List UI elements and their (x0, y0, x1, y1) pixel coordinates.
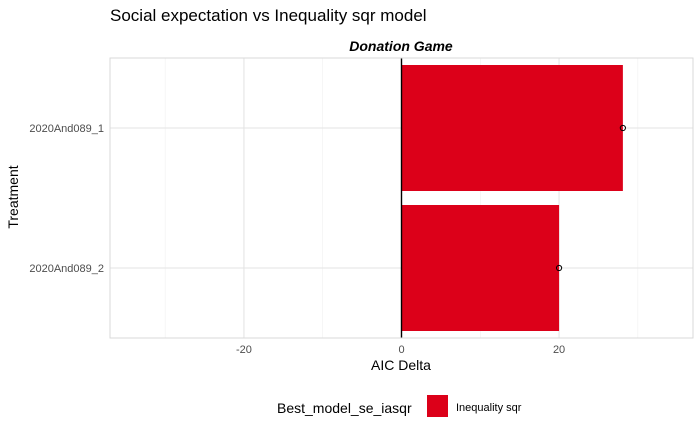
y-tick-label: 2020And089_2 (29, 263, 104, 275)
legend-title: Best_model_se_iasqr (277, 400, 412, 416)
legend-key-swatch (427, 395, 448, 417)
facet-label: Donation Game (349, 38, 453, 54)
x-tick-label: 0 (398, 344, 404, 356)
data-point (555, 264, 563, 272)
y-axis-label: Treatment (5, 165, 21, 228)
x-axis: -20 0 20 (236, 344, 565, 356)
y-axis: 2020And089_1 2020And089_2 (29, 123, 104, 275)
x-axis-label: AIC Delta (371, 357, 431, 373)
legend-entries: Inequality sqr (427, 395, 522, 417)
x-tick-label: 20 (553, 344, 565, 356)
bar (401, 65, 623, 191)
y-tick-label: 2020And089_1 (29, 123, 104, 135)
legend-entry-label: Inequality sqr (456, 402, 522, 414)
x-tick-label: -20 (236, 344, 252, 356)
plot-panel (109, 57, 694, 339)
data-point (619, 124, 626, 132)
bar (401, 205, 560, 331)
legend: Best_model_se_iasqr Inequality sqr (277, 395, 522, 417)
chart-title: Social expectation vs Inequality sqr mod… (110, 6, 427, 25)
panel-border (109, 57, 694, 339)
